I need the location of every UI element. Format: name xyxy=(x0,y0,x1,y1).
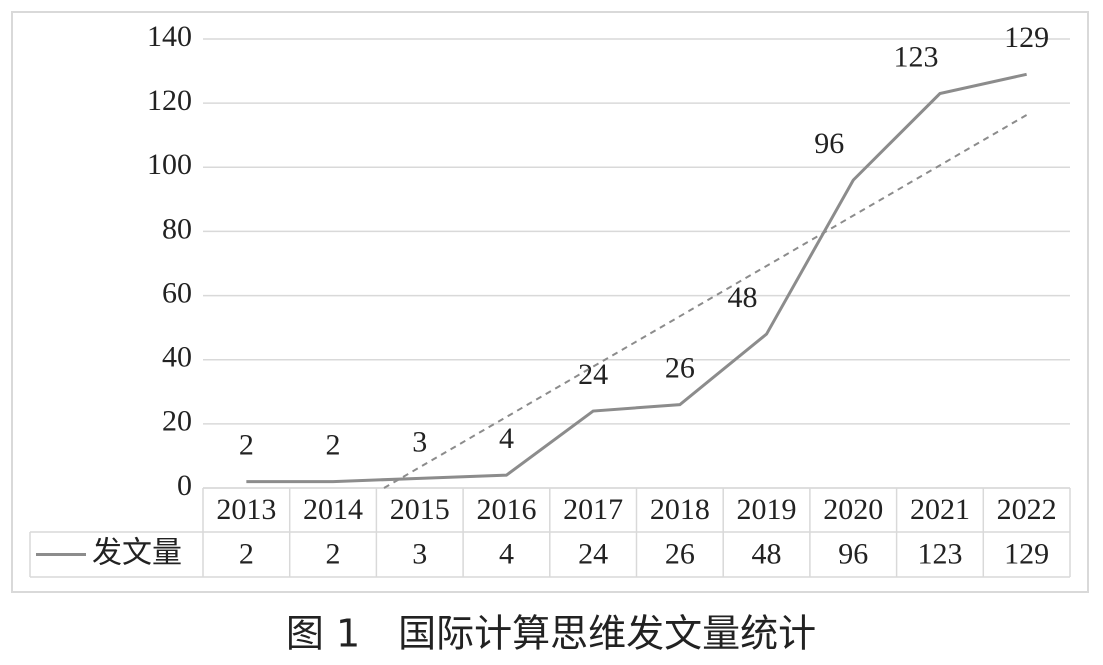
data-label: 48 xyxy=(728,281,758,314)
data-label: 96 xyxy=(814,127,844,160)
x-tick-label: 2013 xyxy=(216,493,276,526)
y-tick-label: 40 xyxy=(162,341,192,374)
x-tick-label: 2017 xyxy=(563,493,623,526)
table-value: 96 xyxy=(838,537,868,570)
table-value: 129 xyxy=(1004,537,1049,570)
table-value: 2 xyxy=(239,537,254,570)
data-label: 26 xyxy=(665,352,695,385)
x-tick-label: 2019 xyxy=(737,493,797,526)
x-tick-label: 2021 xyxy=(910,493,970,526)
y-tick-label: 120 xyxy=(147,84,192,117)
x-tick-label: 2014 xyxy=(303,493,363,526)
data-label: 4 xyxy=(499,422,514,455)
y-tick-label: 100 xyxy=(147,148,192,181)
y-tick-label: 80 xyxy=(162,212,192,245)
y-tick-label: 60 xyxy=(162,276,192,309)
table-value: 3 xyxy=(412,537,427,570)
data-label: 2 xyxy=(326,428,341,461)
y-tick-label: 0 xyxy=(177,469,192,502)
x-tick-label: 2022 xyxy=(997,493,1057,526)
data-label: 129 xyxy=(1004,21,1049,54)
data-label: 24 xyxy=(578,358,608,391)
chart-frame xyxy=(11,11,1089,593)
x-tick-label: 2018 xyxy=(650,493,710,526)
y-tick-label: 140 xyxy=(147,20,192,53)
table-value: 26 xyxy=(665,537,695,570)
x-tick-label: 2016 xyxy=(476,493,536,526)
table-value: 48 xyxy=(752,537,782,570)
table-value: 4 xyxy=(499,537,514,570)
trendline xyxy=(383,114,1028,489)
table-value: 2 xyxy=(326,537,341,570)
legend-label: 发文量 xyxy=(92,536,182,569)
series-line xyxy=(246,72,1027,484)
x-tick-label: 2020 xyxy=(823,493,883,526)
table-value: 24 xyxy=(578,537,608,570)
data-label: 123 xyxy=(893,40,938,73)
table-value: 123 xyxy=(917,537,962,570)
data-label: 2 xyxy=(239,428,254,461)
y-tick-label: 20 xyxy=(162,405,192,438)
x-tick-label: 2015 xyxy=(390,493,450,526)
data-label: 3 xyxy=(412,425,427,458)
chart-title: 图 1 国际计算思维发文量统计 xyxy=(286,612,816,656)
